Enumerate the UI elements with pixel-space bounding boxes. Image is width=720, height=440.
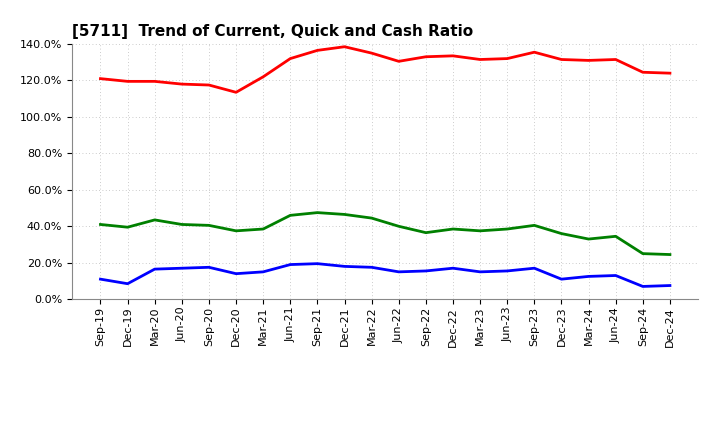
Current Ratio	[150, 79, 159, 84]
Quick Ratio	[557, 231, 566, 236]
Current Ratio	[286, 56, 294, 61]
Current Ratio	[557, 57, 566, 62]
Cash Ratio	[449, 266, 457, 271]
Cash Ratio	[204, 265, 213, 270]
Cash Ratio	[421, 268, 430, 274]
Quick Ratio	[313, 210, 322, 215]
Cash Ratio	[123, 281, 132, 286]
Quick Ratio	[286, 213, 294, 218]
Current Ratio	[476, 57, 485, 62]
Cash Ratio	[178, 266, 186, 271]
Cash Ratio	[584, 274, 593, 279]
Current Ratio	[665, 70, 674, 76]
Current Ratio	[395, 59, 403, 64]
Quick Ratio	[123, 224, 132, 230]
Cash Ratio	[367, 265, 376, 270]
Line: Current Ratio: Current Ratio	[101, 47, 670, 92]
Quick Ratio	[476, 228, 485, 234]
Current Ratio	[96, 76, 105, 81]
Quick Ratio	[503, 226, 511, 231]
Quick Ratio	[96, 222, 105, 227]
Cash Ratio	[611, 273, 620, 278]
Current Ratio	[123, 79, 132, 84]
Quick Ratio	[341, 212, 349, 217]
Quick Ratio	[421, 230, 430, 235]
Cash Ratio	[286, 262, 294, 267]
Line: Cash Ratio: Cash Ratio	[101, 264, 670, 286]
Current Ratio	[503, 56, 511, 61]
Current Ratio	[232, 90, 240, 95]
Current Ratio	[204, 82, 213, 88]
Current Ratio	[341, 44, 349, 49]
Current Ratio	[313, 48, 322, 53]
Quick Ratio	[611, 234, 620, 239]
Current Ratio	[421, 54, 430, 59]
Current Ratio	[367, 51, 376, 56]
Current Ratio	[611, 57, 620, 62]
Quick Ratio	[639, 251, 647, 256]
Current Ratio	[639, 70, 647, 75]
Cash Ratio	[150, 267, 159, 272]
Quick Ratio	[395, 224, 403, 229]
Current Ratio	[530, 50, 539, 55]
Current Ratio	[584, 58, 593, 63]
Cash Ratio	[476, 269, 485, 275]
Text: [5711]  Trend of Current, Quick and Cash Ratio: [5711] Trend of Current, Quick and Cash …	[72, 24, 473, 39]
Quick Ratio	[259, 226, 268, 231]
Cash Ratio	[232, 271, 240, 276]
Cash Ratio	[313, 261, 322, 266]
Cash Ratio	[395, 269, 403, 275]
Cash Ratio	[96, 276, 105, 282]
Cash Ratio	[639, 284, 647, 289]
Quick Ratio	[665, 252, 674, 257]
Quick Ratio	[530, 223, 539, 228]
Quick Ratio	[150, 217, 159, 223]
Legend: Current Ratio, Quick Ratio, Cash Ratio: Current Ratio, Quick Ratio, Cash Ratio	[192, 438, 579, 440]
Quick Ratio	[178, 222, 186, 227]
Quick Ratio	[232, 228, 240, 234]
Cash Ratio	[259, 269, 268, 275]
Cash Ratio	[503, 268, 511, 274]
Quick Ratio	[204, 223, 213, 228]
Quick Ratio	[367, 216, 376, 221]
Line: Quick Ratio: Quick Ratio	[101, 213, 670, 254]
Current Ratio	[259, 74, 268, 80]
Cash Ratio	[557, 276, 566, 282]
Quick Ratio	[449, 226, 457, 231]
Current Ratio	[178, 81, 186, 87]
Quick Ratio	[584, 236, 593, 242]
Cash Ratio	[341, 264, 349, 269]
Cash Ratio	[665, 283, 674, 288]
Cash Ratio	[530, 266, 539, 271]
Current Ratio	[449, 53, 457, 59]
